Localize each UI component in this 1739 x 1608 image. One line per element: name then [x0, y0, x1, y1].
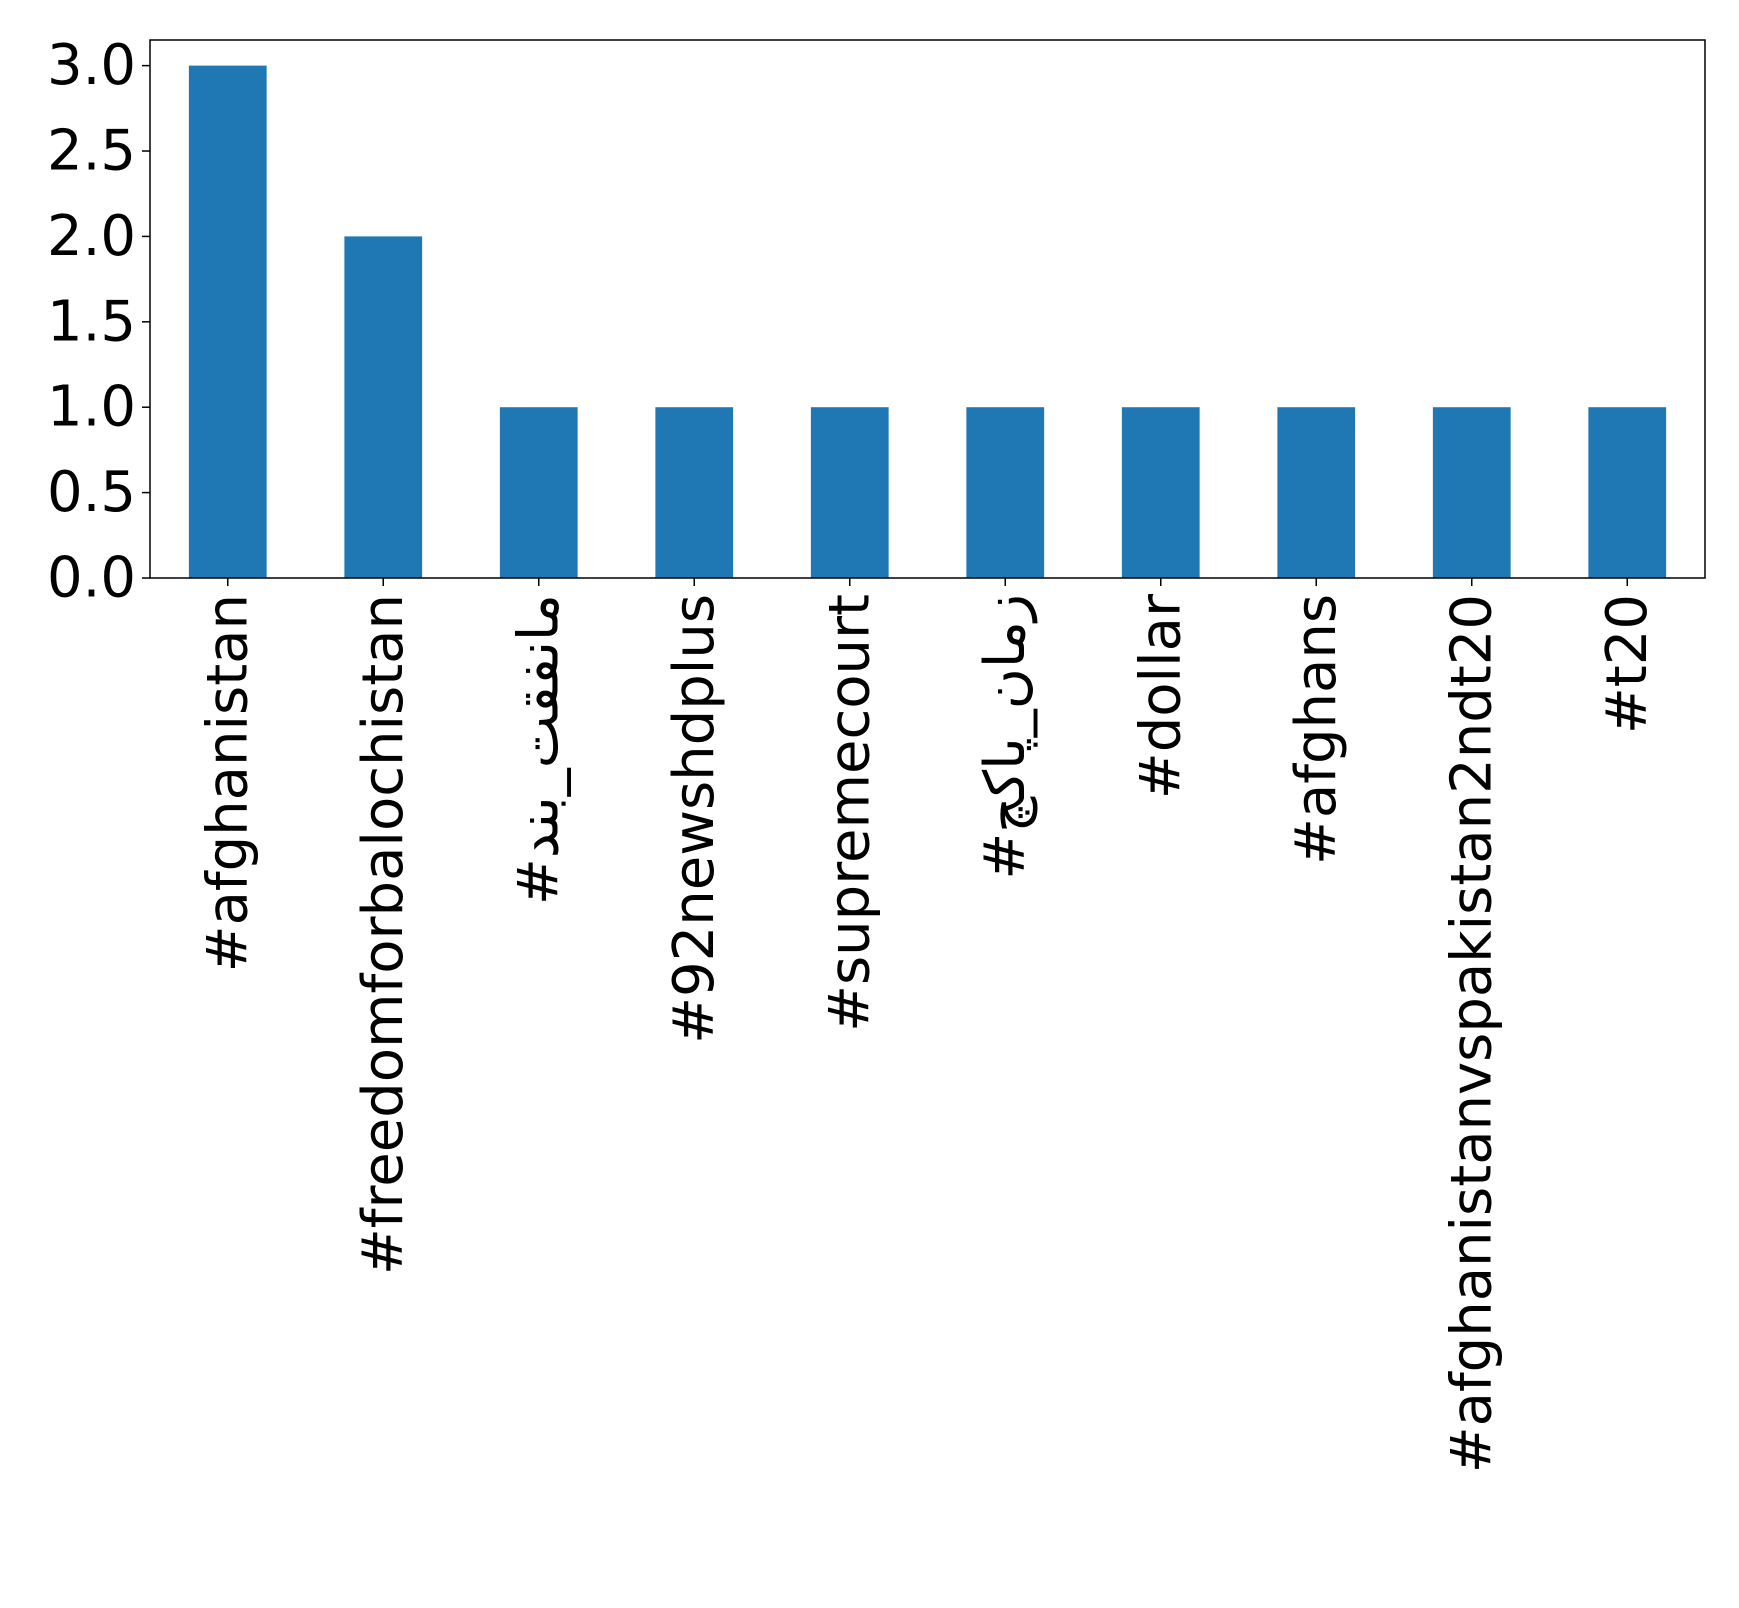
x-tick-label: #afghanistan — [195, 594, 260, 972]
y-tick-label: 0.5 — [47, 460, 136, 525]
plot-frame — [149, 39, 1706, 579]
bar-7 — [1121, 407, 1200, 578]
bar-3 — [499, 407, 578, 578]
y-tick-label: 3.0 — [47, 33, 136, 98]
bar-10 — [1588, 407, 1667, 578]
x-tick-label: #freedomforbalochistan — [351, 594, 416, 1275]
bar-6 — [966, 407, 1045, 578]
x-tick-label: #afghans — [1284, 594, 1349, 865]
bars-group — [188, 65, 1667, 579]
x-axis: #afghanistan #freedomforbalochistan #مانفق… — [195, 578, 1660, 1473]
x-tick-label: #t20 — [1595, 594, 1660, 734]
y-tick-label: 2.0 — [47, 204, 136, 269]
bar-4 — [655, 407, 734, 578]
bar-8 — [1277, 407, 1356, 578]
x-tick-label: #supremecourt — [817, 594, 882, 1032]
x-tick-label: #afghanistanvspakistan2ndt20 — [1439, 594, 1504, 1473]
y-tick-label: 0.0 — [47, 546, 136, 611]
y-tick-label: 1.5 — [47, 289, 136, 354]
y-tick-label: 2.5 — [47, 119, 136, 184]
bar-2 — [344, 236, 423, 578]
y-axis: 0.0 0.5 1.0 1.5 2.0 2.5 3.0 — [47, 33, 150, 611]
y-tick-label: 1.0 — [47, 375, 136, 440]
bar-5 — [810, 407, 889, 578]
x-tick-label: #dollar — [1128, 593, 1193, 799]
x-tick-label: #92newshdplus — [662, 594, 727, 1044]
bar-1 — [188, 65, 267, 579]
x-tick-label: #مانفقت_بند — [506, 594, 571, 905]
x-tick-label: #زمان_پاکچ — [973, 594, 1038, 880]
bar-9 — [1432, 407, 1511, 578]
